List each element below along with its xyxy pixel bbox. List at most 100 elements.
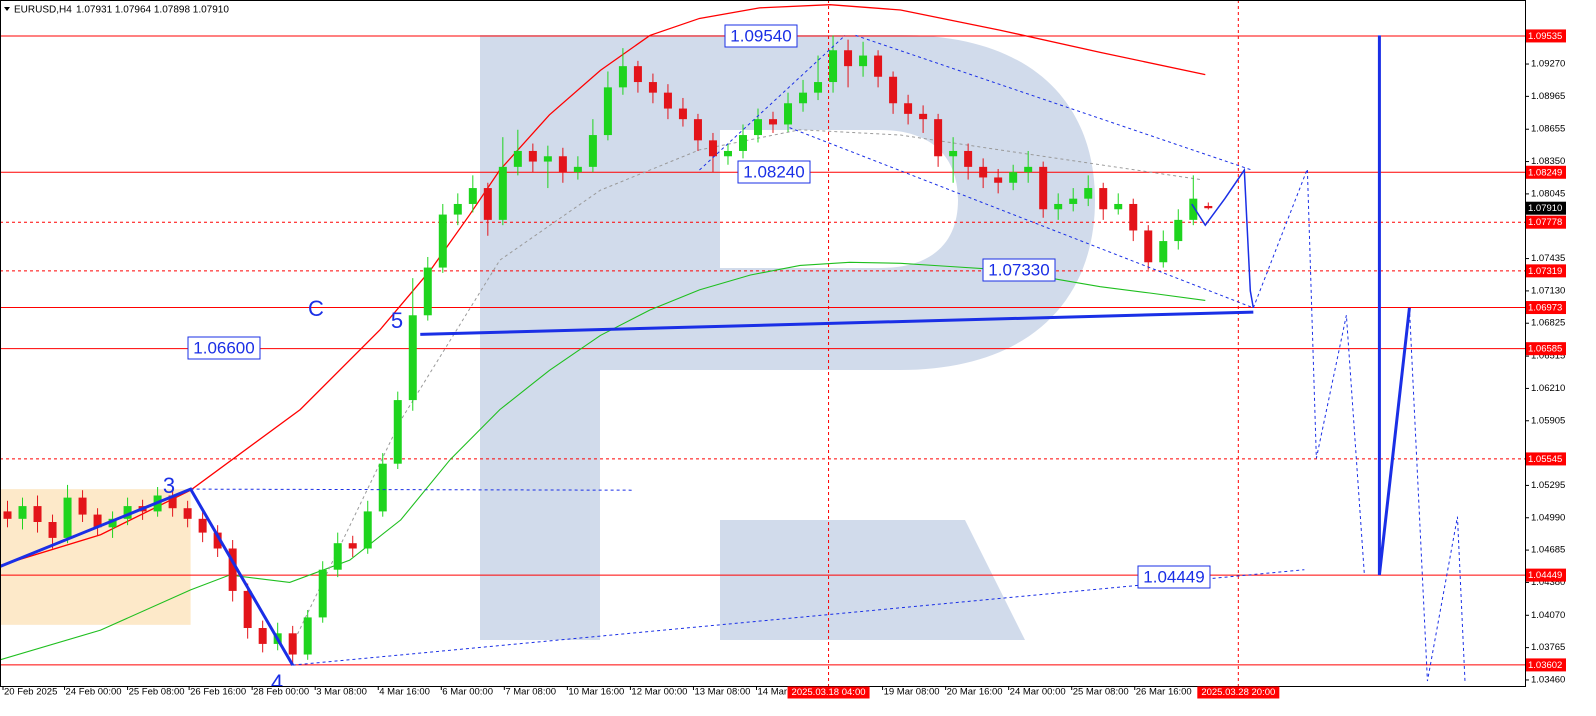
wave-label: 5	[391, 308, 403, 333]
annotation-box	[982, 258, 1056, 282]
candle-body	[919, 113, 928, 120]
level-label: 1.06585	[1528, 344, 1562, 355]
candle-body	[934, 119, 943, 157]
last-price-label: 1.07910	[1528, 203, 1562, 214]
level-label: 1.04449	[1528, 570, 1562, 581]
y-tick-label: 1.06210	[1531, 383, 1565, 394]
candle-body	[18, 506, 27, 519]
level-label-bg	[1526, 568, 1566, 582]
annotation-text: 1.07330	[988, 260, 1049, 279]
y-tick-label: 1.09270	[1531, 59, 1565, 70]
x-tick-label: 14 Mar	[757, 687, 787, 698]
y-tick-label: 1.08965	[1531, 91, 1565, 102]
level-label-bg	[1526, 342, 1566, 356]
y-tick-label: 1.08350	[1531, 156, 1565, 167]
overlay-line	[0, 4, 1206, 567]
x-tick-label: 12 Mar 00:00	[631, 687, 687, 698]
y-tick-label: 1.04685	[1531, 545, 1565, 556]
candle-body	[438, 214, 447, 268]
candle-body	[48, 522, 57, 538]
annotation-text: 1.08240	[743, 162, 804, 181]
candle-body	[1174, 219, 1183, 242]
candle-body	[738, 135, 747, 151]
level-label: 1.03602	[1528, 660, 1562, 671]
candle-body	[874, 55, 883, 77]
candle-body	[573, 166, 582, 173]
candle-body	[1204, 205, 1213, 209]
x-tick-label: 26 Feb 16:00	[190, 687, 246, 698]
overlay-line	[420, 310, 1254, 336]
watermark	[480, 35, 1095, 640]
annotation-box	[1137, 565, 1211, 589]
x-tick-label: 25 Feb 08:00	[129, 687, 185, 698]
annotation-text: 1.04449	[1143, 567, 1204, 586]
level-label: 1.06973	[1528, 303, 1562, 314]
quote: 1.07931 1.07964 1.07898 1.07910	[76, 5, 229, 16]
candle-body	[3, 511, 12, 519]
y-tick-label: 1.05905	[1531, 415, 1565, 426]
candle-body	[603, 87, 612, 136]
candle-body	[1114, 203, 1123, 210]
level-label-bg	[1526, 29, 1566, 43]
candle-body	[663, 92, 672, 109]
candle-body	[1129, 203, 1138, 231]
x-tick-label: 19 Mar 08:00	[884, 687, 940, 698]
candle-body	[228, 548, 237, 591]
x-tick-label: 20 Feb 2025	[4, 687, 57, 698]
overlay-line	[1377, 35, 1411, 576]
x-tick-label: 7 Mar 08:00	[505, 687, 556, 698]
x-tick-label: 20 Mar 16:00	[947, 687, 1003, 698]
level-label: 1.05545	[1528, 454, 1562, 465]
chart-title: EURUSD,H4	[14, 5, 72, 16]
overlay-line	[190, 488, 634, 491]
price-axis-bg	[1525, 0, 1596, 716]
plot: 1.09540 1.08240 1.07330 1.06600 1.04449 C 5 3 4	[0, 0, 1525, 686]
candle-body	[678, 108, 687, 120]
level-label: 1.07778	[1528, 217, 1562, 228]
candle-body	[483, 188, 492, 220]
candle-body	[558, 156, 567, 173]
annotation-text: 1.06600	[193, 338, 254, 357]
candle-body	[168, 495, 177, 509]
y-tick-label: 1.08045	[1531, 188, 1565, 199]
level-label-bg	[1526, 215, 1566, 229]
level-label-bg	[1526, 658, 1566, 672]
x-tick-label: 25 Mar 08:00	[1073, 687, 1129, 698]
candle-body	[63, 497, 72, 538]
logo-r	[480, 35, 1095, 640]
candle-body	[243, 590, 252, 629]
y-tick-label: 1.07435	[1531, 253, 1565, 264]
overlay-line	[292, 569, 1305, 666]
candle-body	[348, 543, 357, 549]
y-tick-label: 1.06515	[1531, 351, 1565, 362]
candle-body	[78, 497, 87, 515]
overlay-line	[1191, 167, 1255, 308]
y-tick-label: 1.06825	[1531, 318, 1565, 329]
candle-body	[633, 66, 642, 83]
y-tick-label: 1.04070	[1531, 610, 1565, 621]
candle-body	[453, 203, 462, 215]
candle-body	[93, 514, 102, 528]
time-marker-label: 2025.03.18 04:00	[792, 687, 866, 698]
candle-body	[318, 569, 327, 618]
level-label-bg	[1526, 264, 1566, 278]
annotation-text: 1.09540	[730, 26, 791, 45]
annotation-box	[187, 336, 261, 360]
candle-body	[708, 140, 717, 157]
candle-body	[258, 628, 267, 644]
candle-body	[543, 156, 552, 162]
candle-body	[198, 518, 207, 533]
x-tick-label: 13 Mar 08:00	[694, 687, 750, 698]
candle-body	[814, 82, 823, 93]
candle-body	[213, 532, 222, 549]
candle-body	[769, 119, 778, 125]
candle-body	[303, 617, 312, 655]
level-label: 1.09535	[1528, 31, 1562, 42]
y-tick-label: 1.03765	[1531, 642, 1565, 653]
candle-body	[1099, 188, 1108, 210]
candle-body	[588, 135, 597, 167]
y-tick-label: 1.07130	[1531, 285, 1565, 296]
overlay-line	[1252, 168, 1365, 576]
candle-body	[333, 543, 342, 570]
candle-body	[949, 150, 958, 157]
